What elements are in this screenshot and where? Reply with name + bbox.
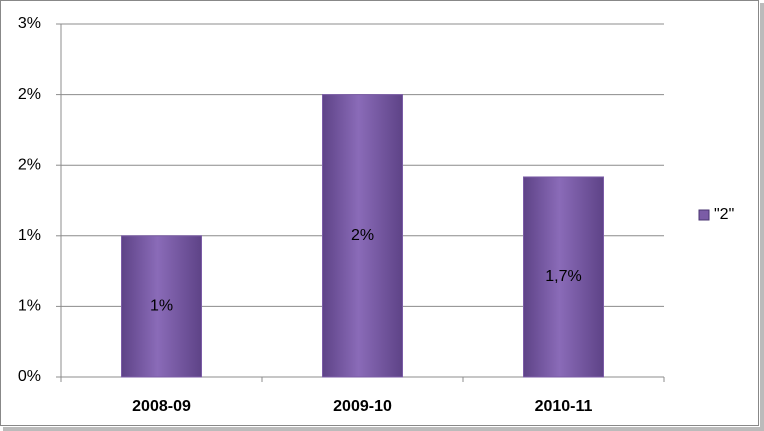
legend-label: "2" xyxy=(714,206,734,223)
data-label: 2% xyxy=(351,227,374,244)
y-tick-label: 3% xyxy=(18,15,41,32)
x-tick-label: 2010-11 xyxy=(535,398,593,415)
data-label: 1,7% xyxy=(545,268,581,285)
legend-swatch xyxy=(698,209,710,221)
y-tick-label: 2% xyxy=(18,86,41,103)
y-tick-label: 1% xyxy=(18,227,41,244)
bar xyxy=(322,94,403,378)
data-label: 1% xyxy=(150,298,173,315)
y-tick-label: 0% xyxy=(18,368,41,385)
bar xyxy=(523,176,604,378)
frame-shadow xyxy=(760,3,764,431)
y-tick-label: 1% xyxy=(18,298,41,315)
x-tick-label: 2009-10 xyxy=(333,398,392,415)
bar xyxy=(121,235,202,378)
y-tick-label: 2% xyxy=(18,156,41,173)
x-tick-label: 2008-09 xyxy=(132,398,191,415)
frame-shadow xyxy=(3,427,764,431)
